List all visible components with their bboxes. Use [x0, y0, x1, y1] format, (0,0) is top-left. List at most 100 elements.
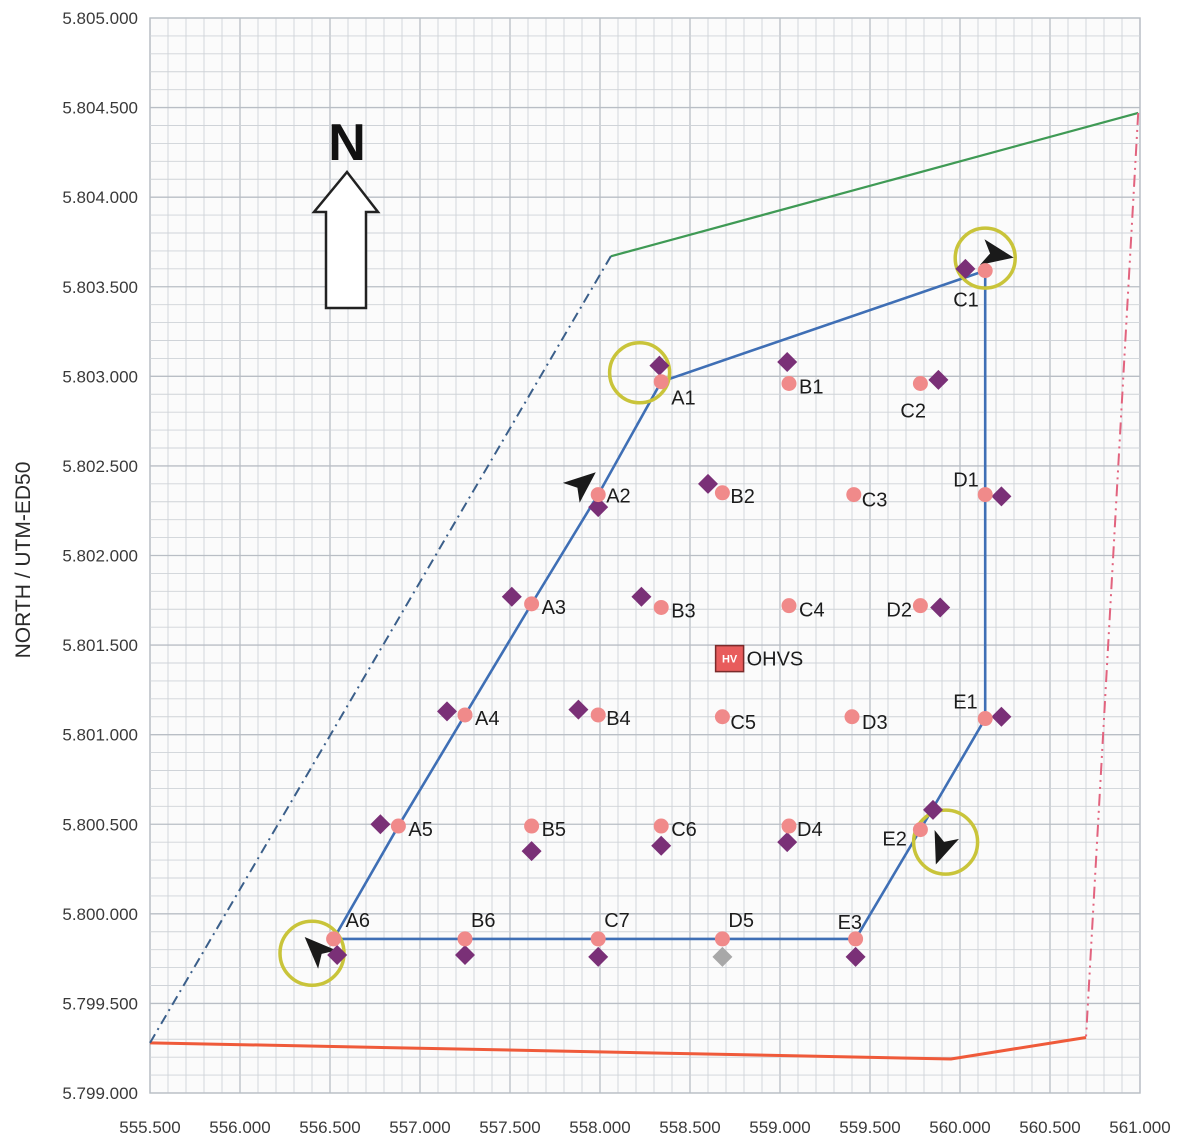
station-dot-icon: [781, 818, 797, 834]
station-dot-icon: [846, 487, 862, 503]
survey-point-c5: C5: [714, 709, 756, 734]
survey-points: A1 A2 A3 A4 A5 A6 B1 B2 B3 B4 B5 B6 C1 C2 C3 C4 C5 C6 C7 D1…: [326, 258, 1012, 967]
survey-point-d4: D4: [777, 818, 823, 853]
y-tick-label: 5.804.000: [62, 188, 138, 207]
point-label: D2: [886, 600, 912, 622]
survey-point-e3: E3: [838, 912, 866, 967]
axis-ticks: 555.500 556.000 556.500 557.000 557.500 558.0…: [62, 9, 1170, 1137]
y-tick-label: 5.799.000: [62, 1084, 138, 1103]
point-label: C6: [671, 819, 697, 841]
diamond-marker-icon: [651, 835, 672, 856]
x-tick-label: 555.500: [119, 1118, 180, 1137]
point-label: A5: [408, 819, 432, 841]
point-label: E3: [838, 912, 862, 934]
station-dot-icon: [714, 931, 730, 947]
point-label: A2: [606, 486, 630, 508]
y-tick-label: 5.801.500: [62, 636, 138, 655]
hv-badge: [714, 644, 745, 673]
survey-point-b2: B2: [698, 473, 755, 508]
station-dot-icon: [781, 598, 797, 614]
survey-point-c4: C4: [781, 598, 825, 622]
diamond-marker-icon: [991, 706, 1012, 727]
station-dot-icon: [590, 931, 606, 947]
direction-arrow-c1: [979, 239, 1014, 265]
survey-point-a6: A6: [326, 910, 370, 966]
point-label: B4: [606, 708, 630, 730]
diamond-marker-icon: [991, 486, 1012, 507]
hv-badge-label: HV: [722, 654, 738, 666]
north-arrow: N: [311, 114, 381, 310]
station-dot-icon: [848, 931, 864, 947]
survey-point-c6: C6: [651, 818, 697, 856]
turn-ring-c1: [953, 226, 1017, 290]
diamond-marker-icon: [437, 701, 457, 722]
station-dot-icon: [714, 485, 730, 501]
station-dot-icon: [590, 707, 606, 723]
station-dot-icon: [457, 707, 473, 723]
y-tick-label: 5.799.500: [62, 994, 138, 1013]
y-tick-label: 5.802.500: [62, 457, 138, 476]
direction-arrow-icon: [979, 239, 1014, 265]
point-label: D3: [862, 712, 888, 734]
survey-point-c3: C3: [846, 487, 887, 512]
survey-point-a2: A2: [588, 486, 631, 518]
station-dot-icon: [977, 487, 993, 503]
station-dot-icon: [524, 818, 540, 834]
diamond-marker-icon: [923, 799, 943, 820]
y-tick-label: 5.804.500: [62, 99, 138, 118]
point-label: C5: [730, 712, 756, 734]
point-label: D5: [728, 910, 754, 932]
station-dot-icon: [653, 374, 669, 390]
point-label: A1: [671, 388, 695, 410]
survey-point-e1: E1: [953, 692, 1012, 727]
diamond-marker-icon: [698, 473, 718, 494]
station-dot-icon: [912, 822, 928, 838]
station-dot-icon: [326, 931, 342, 947]
diamond-marker-icon: [370, 814, 391, 835]
diamond-marker-icon: [955, 258, 976, 279]
x-tick-label: 561.000: [1109, 1118, 1170, 1137]
survey-point-d3: D3: [844, 709, 888, 734]
station-dot-icon: [590, 487, 606, 503]
point-label: C7: [604, 910, 630, 932]
map-grid: [149, 17, 1141, 1094]
diamond-marker-icon: [455, 945, 475, 966]
point-label: B2: [730, 486, 754, 508]
station-dot-icon: [653, 599, 669, 615]
turn-markers: [278, 226, 1017, 987]
direction-arrow-a2: [562, 472, 596, 503]
x-tick-label: 556.500: [299, 1118, 360, 1137]
point-label: A3: [542, 597, 566, 619]
station-dot-icon: [457, 931, 473, 947]
point-label: D1: [953, 470, 979, 492]
station-dot-icon: [653, 818, 669, 834]
survey-point-c7: C7: [588, 910, 630, 967]
point-label: D4: [797, 819, 823, 841]
survey-point-b5: B5: [521, 818, 566, 862]
station-dot-icon: [390, 818, 406, 834]
y-tick-label: 5.805.000: [62, 9, 138, 28]
station-dot-icon: [977, 263, 993, 279]
point-label: C3: [862, 490, 888, 512]
north-arrow-icon: [311, 169, 381, 310]
direction-arrow-icon: [304, 936, 337, 969]
survey-point-b6: B6: [455, 910, 495, 966]
y-tick-label: 5.800.500: [62, 815, 138, 834]
survey-point-a4: A4: [437, 701, 499, 730]
boundary-lines: [149, 111, 1140, 1061]
diamond-marker-icon: [521, 841, 542, 862]
survey-point-b1: B1: [777, 352, 823, 399]
survey-point-d1: D1: [953, 470, 1012, 507]
station-dot-icon: [977, 711, 993, 727]
point-label: B1: [799, 377, 823, 399]
boundary-west: [149, 255, 612, 1044]
survey-point-e2: E2: [882, 799, 943, 851]
x-tick-label: 559.500: [839, 1118, 900, 1137]
hv-substation: HV OHVS: [714, 644, 803, 673]
diamond-marker-icon: [777, 352, 798, 372]
station-dot-icon: [714, 709, 730, 725]
x-tick-label: 560.000: [929, 1118, 990, 1137]
boundary-south: [149, 1035, 1087, 1061]
x-tick-label: 558.000: [569, 1118, 630, 1137]
